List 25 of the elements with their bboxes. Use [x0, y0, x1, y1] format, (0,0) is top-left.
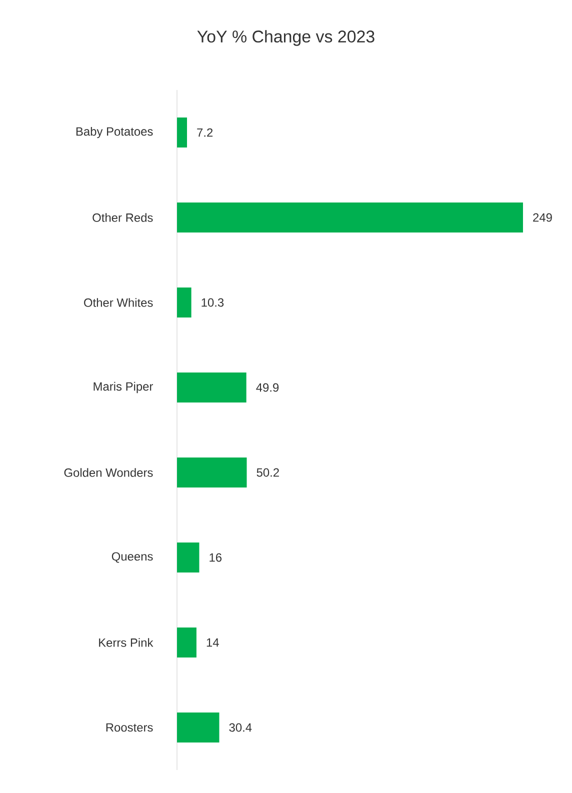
data-label: 30.4: [229, 723, 252, 732]
chart-title: YoY % Change vs 2023: [197, 30, 374, 46]
y-tick-label: Queens: [112, 552, 153, 563]
data-label: 7.2: [197, 128, 213, 137]
data-label: 249: [533, 213, 552, 222]
data-label: 50.2: [256, 468, 279, 477]
y-tick-label: Golden Wonders: [64, 468, 153, 477]
bar: [177, 288, 192, 318]
bar: [177, 202, 524, 233]
bar: [177, 628, 196, 658]
data-label: 16: [210, 553, 222, 562]
y-tick-label: Maris Piper: [94, 382, 154, 394]
y-tick-label: Baby Potatoes: [76, 126, 153, 138]
data-label: 14: [206, 638, 219, 647]
bar: [177, 712, 220, 742]
y-tick-label: Roosters: [106, 723, 153, 732]
bar: [177, 458, 247, 488]
data-label: 10.3: [202, 298, 224, 307]
y-tick-label: Kerrs Pink: [99, 638, 154, 647]
data-label: 49.9: [256, 383, 279, 392]
bar: [177, 372, 246, 402]
bar: [177, 542, 200, 573]
y-tick-label: Other Reds: [92, 213, 153, 222]
bar: [177, 118, 188, 148]
y-tick-label: Other Whites: [84, 298, 153, 307]
